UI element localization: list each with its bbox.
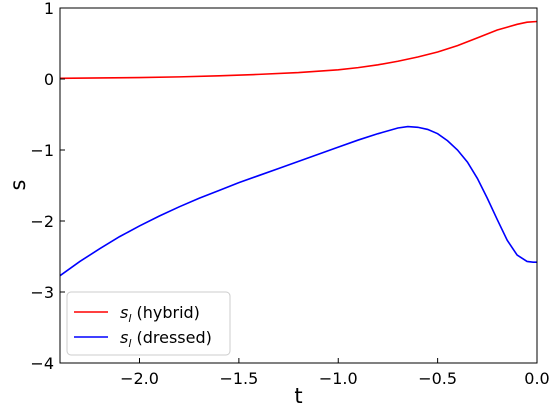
y-tick-label: −2 <box>30 212 54 231</box>
x-axis-ticks: −2.0 −1.5 −1.0 −0.5 0.0 <box>120 358 550 388</box>
series-layer <box>59 20 538 277</box>
x-tick-label: −1.0 <box>319 369 358 388</box>
y-axis-label: s <box>6 180 30 191</box>
x-tick-label: −0.5 <box>418 369 457 388</box>
x-axis-label: t <box>294 384 302 406</box>
y-tick-label: −1 <box>30 141 54 160</box>
series-line-0 <box>59 20 538 80</box>
legend: sl (hybrid) sl (dressed) <box>66 291 231 356</box>
x-tick-label: −2.0 <box>120 369 159 388</box>
x-tick-label: −1.5 <box>219 369 258 388</box>
y-tick-label: −4 <box>30 354 54 373</box>
x-tick-label: 0.0 <box>524 369 549 388</box>
y-tick-label: 0 <box>44 70 54 89</box>
y-tick-label: 1 <box>44 0 54 18</box>
y-tick-label: −3 <box>30 283 54 302</box>
legend-label-1: sl (dressed) <box>120 328 212 350</box>
legend-label-0: sl (hybrid) <box>120 303 200 325</box>
y-axis-ticks: −4 −3 −2 −1 0 1 <box>30 0 65 373</box>
legend-box <box>66 291 231 356</box>
series-line-1 <box>59 125 537 277</box>
plot-frame <box>59 7 538 364</box>
